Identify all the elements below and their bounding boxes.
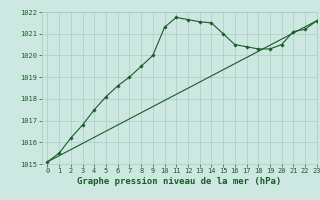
X-axis label: Graphe pression niveau de la mer (hPa): Graphe pression niveau de la mer (hPa) xyxy=(77,177,281,186)
